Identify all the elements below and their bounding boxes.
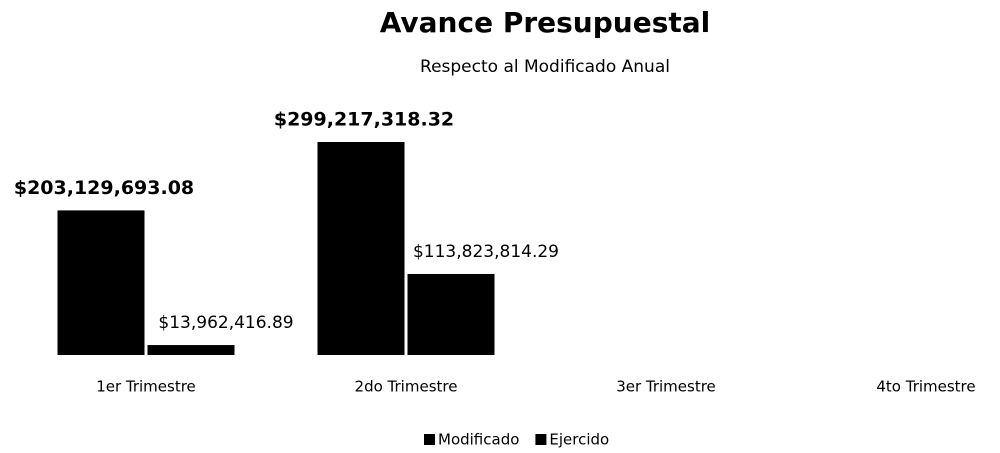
bar <box>407 273 495 355</box>
x-tick-label: 2do Trimestre <box>355 378 458 396</box>
legend-label: Ejercido <box>549 431 609 449</box>
chart-subtitle: Respecto al Modificado Anual <box>420 57 670 77</box>
value-label: $13,962,416.89 <box>158 313 293 333</box>
bar <box>147 345 235 355</box>
legend-swatch <box>535 434 547 445</box>
bar <box>317 142 405 355</box>
x-tick-label: 1er Trimestre <box>96 378 196 396</box>
chart-title: Avance Presupuestal <box>380 6 711 39</box>
value-label: $203,129,693.08 <box>14 177 194 199</box>
legend-swatch <box>424 434 435 445</box>
value-label: $113,823,814.29 <box>413 242 559 262</box>
legend-label: Modificado <box>438 431 519 449</box>
bar <box>57 210 145 355</box>
value-label: $299,217,318.32 <box>274 109 454 131</box>
x-tick-label: 4to Trimestre <box>876 378 975 396</box>
x-tick-label: 3er Trimestre <box>616 378 716 396</box>
